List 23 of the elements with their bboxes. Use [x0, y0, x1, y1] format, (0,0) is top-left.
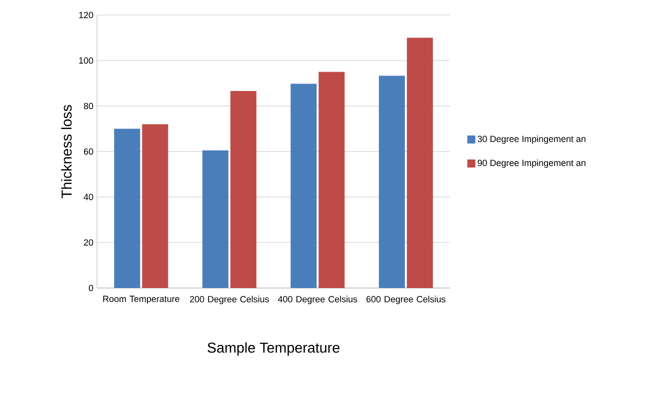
- x-tick-label: Room Temperature: [103, 296, 180, 304]
- y-tick-label: 40: [84, 194, 94, 200]
- bar: [202, 150, 228, 288]
- y-tick-label: 120: [79, 12, 94, 18]
- bar: [378, 76, 405, 288]
- bar: [230, 90, 256, 288]
- bar: [406, 38, 433, 288]
- bar: [114, 128, 140, 288]
- x-axis-title: Sample Temperature: [208, 342, 340, 356]
- y-tick-label: 80: [84, 102, 94, 110]
- legend-label: 90 Degree Impingement an: [478, 159, 586, 168]
- y-tick-label: 0: [88, 284, 94, 292]
- y-tick-label: 20: [84, 239, 94, 246]
- legend-label: 30 Degree Impingement an: [478, 136, 586, 144]
- y-axis-title: Thickness loss: [61, 105, 72, 198]
- y-tick-label: 60: [84, 148, 94, 155]
- bar: [290, 84, 317, 288]
- y-tick-label: 100: [79, 57, 94, 64]
- x-tick-label: 200 Degree Celsius: [190, 296, 269, 304]
- x-tick-label: 600 Degree Celsius: [366, 296, 446, 304]
- bar: [142, 124, 168, 288]
- bar: [318, 72, 345, 288]
- x-tick-label: 400 Degree Celsius: [278, 296, 358, 304]
